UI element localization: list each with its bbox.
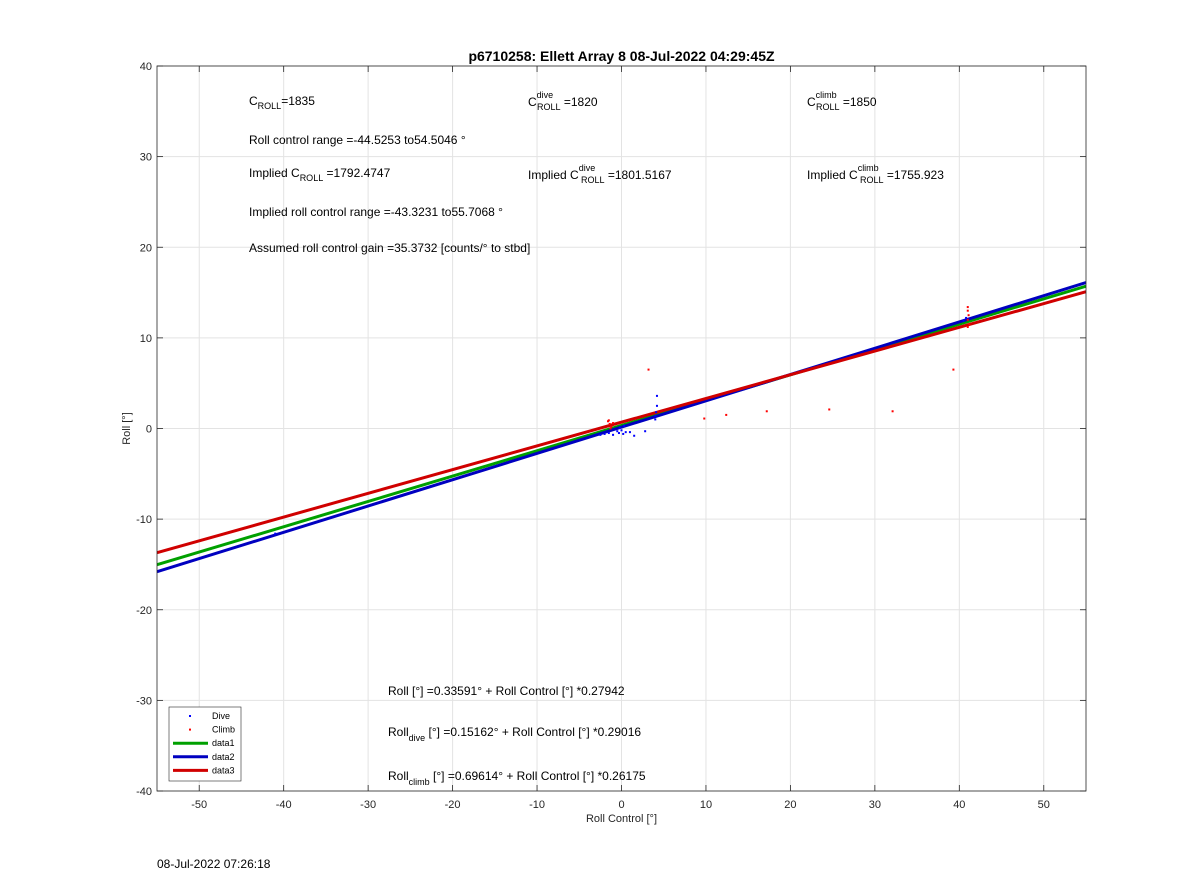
y-tick-label: 30 [140,152,152,164]
x-tick-label: 40 [953,799,965,811]
point-climb [966,306,969,309]
chart-title: p6710258: Ellett Array 8 08-Jul-2022 04:… [468,48,775,64]
y-tick-label: 40 [140,61,152,73]
y-tick-label: -10 [136,514,152,526]
point-dive [628,431,631,434]
point-dive [603,432,606,435]
point-dive [965,316,968,319]
legend-label-data3: data3 [212,765,235,775]
point-dive [655,404,658,407]
annotation-c-roll-dive: Cdive ROLL =1820 [528,90,598,112]
x-tick-label: 10 [700,799,712,811]
legend-label-data2: data2 [212,752,235,762]
point-climb [891,410,894,413]
y-tick-label: 20 [140,242,152,254]
point-dive [617,432,620,435]
annotation-fit-all: Roll [°] =0.33591° + Roll Control [°] *0… [388,684,625,698]
point-climb [968,323,971,326]
point-climb [966,309,969,312]
annotation-implied-roll-control-range: Implied roll control range =-43.3231 to5… [249,205,503,219]
point-climb [608,422,611,425]
point-climb [966,326,969,328]
annotation-implied-c-roll-dive: Implied Cdive ROLL =1801.5167 [528,163,672,185]
y-tick-label: -20 [136,605,152,617]
y-tick-label: 0 [146,424,152,436]
annotation-c-roll: CROLL=1835 [249,94,315,111]
point-dive [655,411,658,414]
point-climb [952,368,955,371]
annotation-assumed-gain: Assumed roll control gain =35.3732 [coun… [249,241,530,255]
point-dive [962,319,965,322]
point-climb [647,368,650,371]
y-tick-label: 10 [140,333,152,345]
point-climb [610,425,613,428]
point-dive [616,430,619,433]
footer-timestamp: 08-Jul-2022 07:26:18 [157,857,271,871]
fit-line-data2 [157,281,1086,574]
annotation-implied-c-roll-climb: Implied Cclimb ROLL =1755.923 [807,163,944,185]
legend-label-climb: Climb [212,725,235,735]
point-climb [966,318,969,321]
point-dive [599,433,602,436]
annotation-roll-control-range: Roll control range =-44.5253 to54.5046 ° [249,133,466,147]
x-axis-label: Roll Control [°] [586,813,657,825]
point-dive [618,426,621,429]
point-dive [607,432,610,435]
x-tick-label: 20 [784,799,796,811]
x-tick-label: -20 [445,799,461,811]
legend-marker-dive [189,715,191,717]
point-climb [967,314,970,317]
legend-label-data1: data1 [212,738,235,748]
point-dive [655,394,658,397]
point-climb [612,422,615,425]
fit-lines [157,281,1086,574]
x-tick-label: 30 [869,799,881,811]
point-dive [612,433,615,436]
point-dive [620,429,623,432]
x-tick-label: -10 [529,799,545,811]
point-climb [609,427,612,430]
data-points [274,306,971,535]
x-tick-label: -50 [191,799,207,811]
point-climb [765,410,768,413]
x-tick-label: 0 [618,799,624,811]
annotation-c-roll-climb: Cclimb ROLL =1850 [807,90,877,112]
point-climb [607,419,610,422]
point-dive [633,434,636,437]
y-tick-label: -30 [136,695,152,707]
point-climb [828,408,831,411]
point-dive [644,430,647,433]
x-tick-label: -40 [276,799,292,811]
x-tick-label: 50 [1038,799,1050,811]
fit-line-data3 [157,290,1086,555]
annotation-implied-c-roll: Implied CROLL =1792.4747 [249,166,391,183]
point-dive [654,414,657,417]
legend-marker-climb [189,728,191,731]
annotation-fit-dive: Rolldive [°] =0.15162° + Roll Control [°… [388,725,641,743]
annotation-fit-climb: Rollclimb [°] =0.69614° + Roll Control [… [388,769,646,787]
point-dive [624,431,627,434]
point-dive [274,532,277,535]
point-climb [725,413,728,416]
point-dive [622,432,625,435]
point-dive [623,424,626,427]
point-climb [703,417,706,420]
y-axis-label: Roll [°] [121,412,133,445]
y-tick-label: -40 [136,786,152,798]
legend-label-dive: Dive [212,711,230,721]
legend: Dive Climb data1 data2 data3 [168,706,242,782]
axis-ticks: -50 -40 -30 -20 -10 0 10 20 30 40 50 -40 -30 -20 -10 0 1… [136,61,1086,811]
fit-line-data1 [157,284,1086,567]
x-tick-label: -30 [360,799,376,811]
point-dive [654,418,657,421]
